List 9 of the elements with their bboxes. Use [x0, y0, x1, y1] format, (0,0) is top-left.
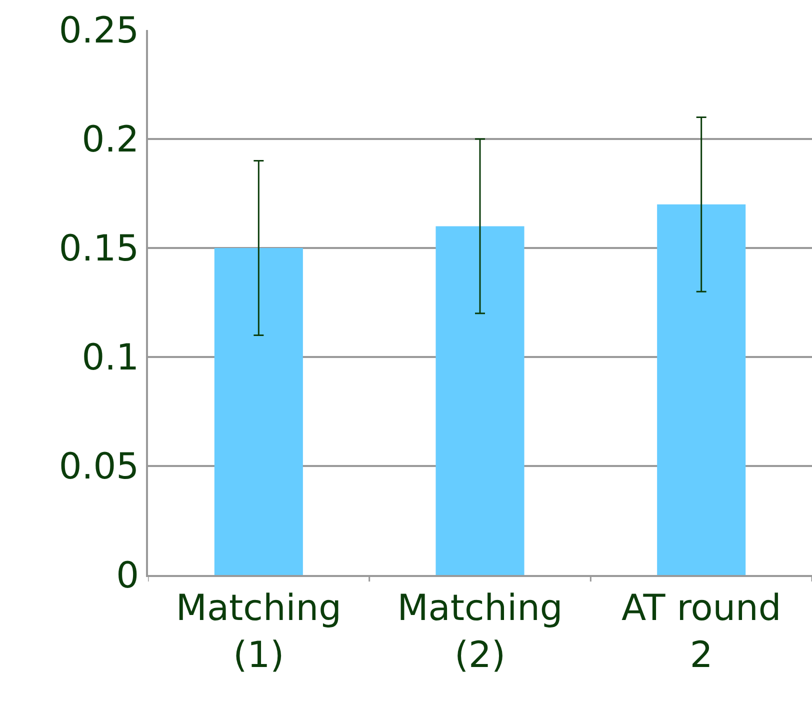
- x-tick-label: Matching (1): [176, 588, 342, 676]
- x-tick-label: Matching (2): [397, 588, 563, 676]
- x-tick-label: AT round 2: [621, 588, 782, 676]
- y-tick-label: 0.05: [58, 446, 140, 488]
- y-tick-label: 0.2: [82, 120, 140, 161]
- y-tick-label: 0.1: [82, 338, 140, 379]
- y-tick-label: 0: [116, 556, 140, 597]
- y-tick-label: 0.25: [58, 10, 140, 52]
- y-tick-label: 0.15: [58, 228, 140, 270]
